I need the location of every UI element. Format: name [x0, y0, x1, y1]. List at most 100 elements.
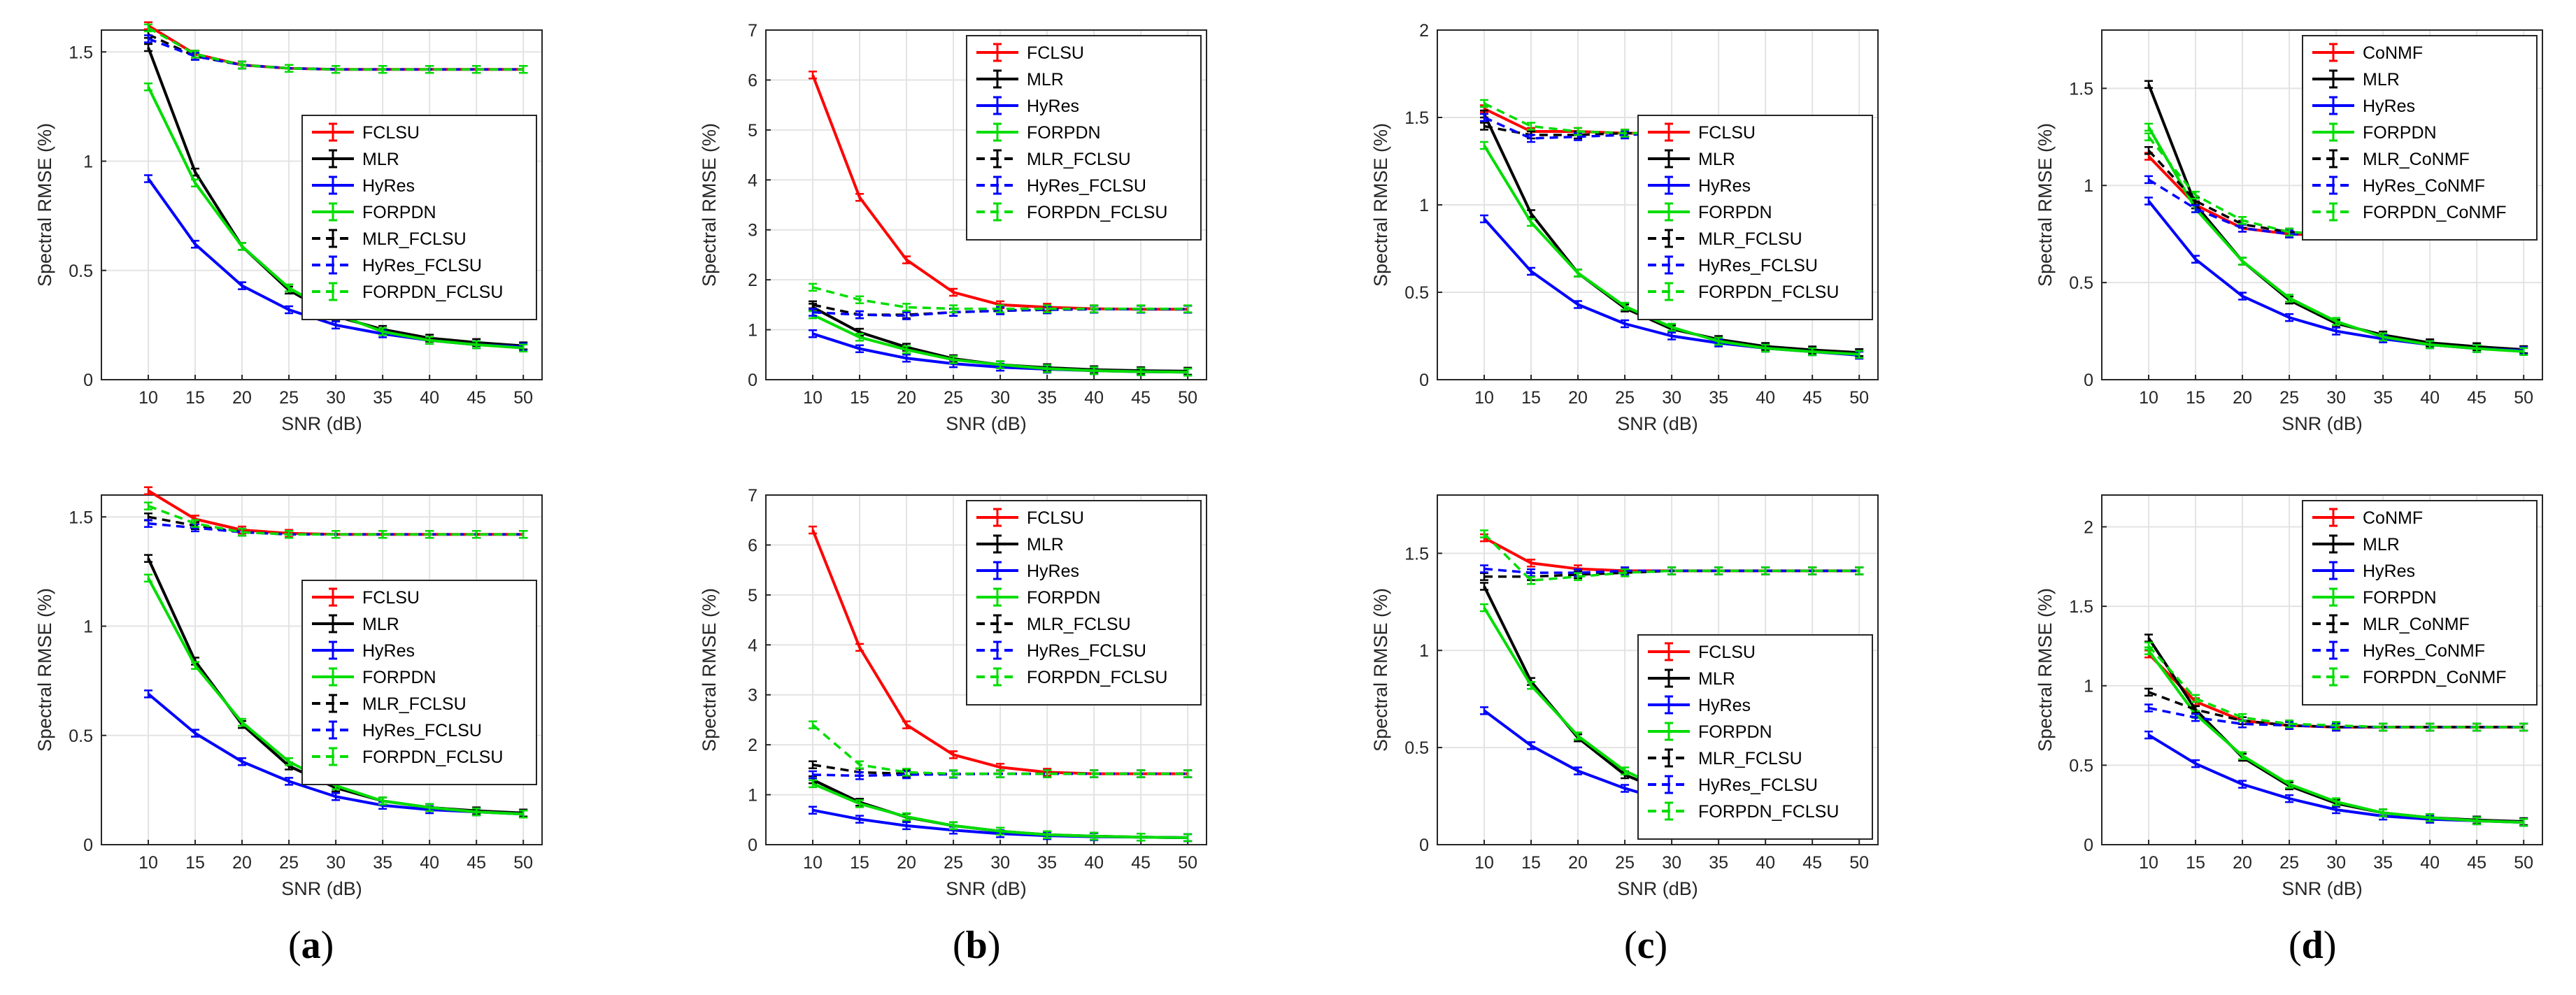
- data-point-forpdn: [1480, 141, 1489, 150]
- legend-label-hyres-fclsu: HyRes_FCLSU: [362, 721, 482, 740]
- data-point-forpdn-fclsu: [425, 530, 434, 539]
- y-tick-label: 0.5: [1404, 283, 1429, 303]
- data-point-hyres: [238, 281, 247, 290]
- data-point-forpdn: [855, 333, 864, 342]
- data-point-fclsu: [1527, 558, 1536, 568]
- data-point-forpdn-fclsu: [855, 760, 864, 769]
- legend-label-forpdn: FORPDN: [2363, 123, 2437, 143]
- data-point-forpdn-fclsu: [902, 768, 911, 777]
- x-axis-label: SNR (dB): [1617, 413, 1698, 434]
- data-point-hyres-conmf: [2191, 204, 2200, 213]
- data-point-hyres-conmf: [2144, 703, 2154, 713]
- data-point-forpdn-fclsu: [1667, 566, 1677, 575]
- data-point-forpdn-conmf: [2472, 722, 2482, 732]
- legend-marker-hyres: [1665, 695, 1673, 715]
- y-tick-label: 1: [83, 617, 93, 637]
- data-point-hyres-fclsu: [144, 519, 153, 528]
- legend-label-hyres: HyRes: [362, 176, 415, 196]
- data-point-forpdn-fclsu: [1480, 99, 1489, 108]
- legend: FCLSU MLR HyRes FORPDN MLR_FCLSU HyRes_FCLSU F…: [966, 500, 1202, 706]
- legend-marker-conmf: [2329, 43, 2337, 62]
- legend-marker-fclsu: [329, 122, 337, 142]
- y-tick-label: 1.5: [2069, 597, 2093, 617]
- data-point-hyres: [1667, 331, 1677, 341]
- data-point-forpdn-conmf: [2426, 722, 2435, 732]
- data-point-forpdn: [2519, 817, 2528, 827]
- legend-label-forpdn: FORPDN: [1698, 722, 1772, 742]
- data-point-forpdn: [2519, 347, 2528, 356]
- x-tick-label: 20: [232, 853, 252, 873]
- data-point-forpdn-fclsu: [332, 65, 341, 74]
- legend-marker-hyres-fclsu: [993, 176, 1002, 195]
- data-point-forpdn: [2332, 797, 2341, 806]
- x-tick-label: 30: [2326, 388, 2346, 408]
- data-point-forpdn-fclsu: [949, 769, 958, 778]
- data-point-fclsu: [949, 287, 958, 297]
- data-point-hyres: [809, 806, 818, 815]
- data-point-forpdn-fclsu: [472, 530, 481, 539]
- legend-label-forpdn-conmf: FORPDN_CoNMF: [2363, 668, 2507, 687]
- data-point-fclsu: [144, 486, 153, 495]
- legend-box: [966, 500, 1202, 706]
- legend-marker-mlr-conmf: [2329, 614, 2337, 633]
- plot-frame: [765, 29, 1207, 380]
- x-tick-label: 25: [2279, 388, 2299, 408]
- legend-label-hyres: HyRes: [2363, 561, 2415, 581]
- data-point-forpdn-conmf: [2379, 722, 2388, 732]
- data-point-forpdn: [996, 826, 1005, 836]
- data-point-forpdn: [1137, 367, 1146, 376]
- x-tick-label: 35: [1037, 853, 1057, 873]
- data-point-forpdn-fclsu: [144, 501, 153, 510]
- data-point-fclsu: [855, 193, 864, 202]
- data-point-forpdn: [2238, 751, 2247, 760]
- data-point-forpdn-fclsu: [1621, 129, 1630, 138]
- data-point-forpdn: [519, 343, 528, 352]
- x-tick-label: 50: [513, 388, 533, 408]
- data-point-forpdn: [1621, 766, 1630, 775]
- data-point-forpdn-fclsu: [191, 50, 200, 59]
- data-point-mlr: [144, 554, 153, 563]
- data-point-hyres: [809, 329, 818, 338]
- legend-marker-forpdn: [2329, 122, 2337, 142]
- data-point-hyres-fclsu: [809, 308, 818, 317]
- data-point-hyres: [191, 240, 200, 249]
- legend-label-forpdn: FORPDN: [362, 668, 436, 687]
- plot-frame: [1437, 494, 1879, 845]
- data-point-forpdn: [1808, 347, 1817, 357]
- data-point-forpdn: [144, 83, 153, 92]
- data-point-hyres: [144, 174, 153, 183]
- legend-marker-forpdn-fclsu: [993, 667, 1002, 687]
- legend-marker-mlr: [2329, 534, 2337, 554]
- x-tick-label: 15: [1521, 388, 1541, 408]
- x-tick-label: 45: [2467, 388, 2486, 408]
- x-axis-label: SNR (dB): [2282, 878, 2363, 899]
- data-point-forpdn: [2285, 294, 2294, 303]
- data-point-forpdn: [855, 799, 864, 808]
- y-axis-label: Spectral RMSE (%): [2035, 123, 2056, 287]
- data-point-forpdn-conmf: [2519, 722, 2528, 732]
- legend-marker-fclsu: [993, 508, 1002, 527]
- y-tick-label: 0.5: [1404, 738, 1429, 758]
- x-tick-label: 50: [1178, 388, 1197, 408]
- data-point-hyres: [2191, 759, 2200, 768]
- legend-marker-hyres-conmf: [2329, 176, 2337, 195]
- x-tick-label: 40: [1756, 853, 1775, 873]
- data-point-forpdn: [1574, 731, 1583, 740]
- legend-marker-forpdn-conmf: [2329, 202, 2337, 222]
- legend-label-fclsu: FCLSU: [362, 588, 420, 608]
- data-point-forpdn: [1480, 603, 1489, 613]
- data-point-forpdn-fclsu: [1183, 769, 1193, 778]
- caption-a: (a): [288, 924, 334, 967]
- data-point-forpdn-conmf: [2191, 694, 2200, 703]
- y-tick-label: 0: [1419, 836, 1429, 855]
- x-tick-label: 30: [990, 853, 1010, 873]
- legend: FCLSU MLR HyRes FORPDN MLR_FCLSU HyRes_FCLSU F…: [1637, 115, 1873, 320]
- data-point-forpdn: [238, 717, 247, 727]
- x-tick-label: 50: [513, 853, 533, 873]
- x-tick-label: 20: [2233, 388, 2252, 408]
- data-point-forpdn: [472, 807, 481, 817]
- legend-marker-mlr: [993, 69, 1002, 89]
- data-point-forpdn-fclsu: [949, 304, 958, 313]
- y-tick-label: 0: [83, 371, 93, 390]
